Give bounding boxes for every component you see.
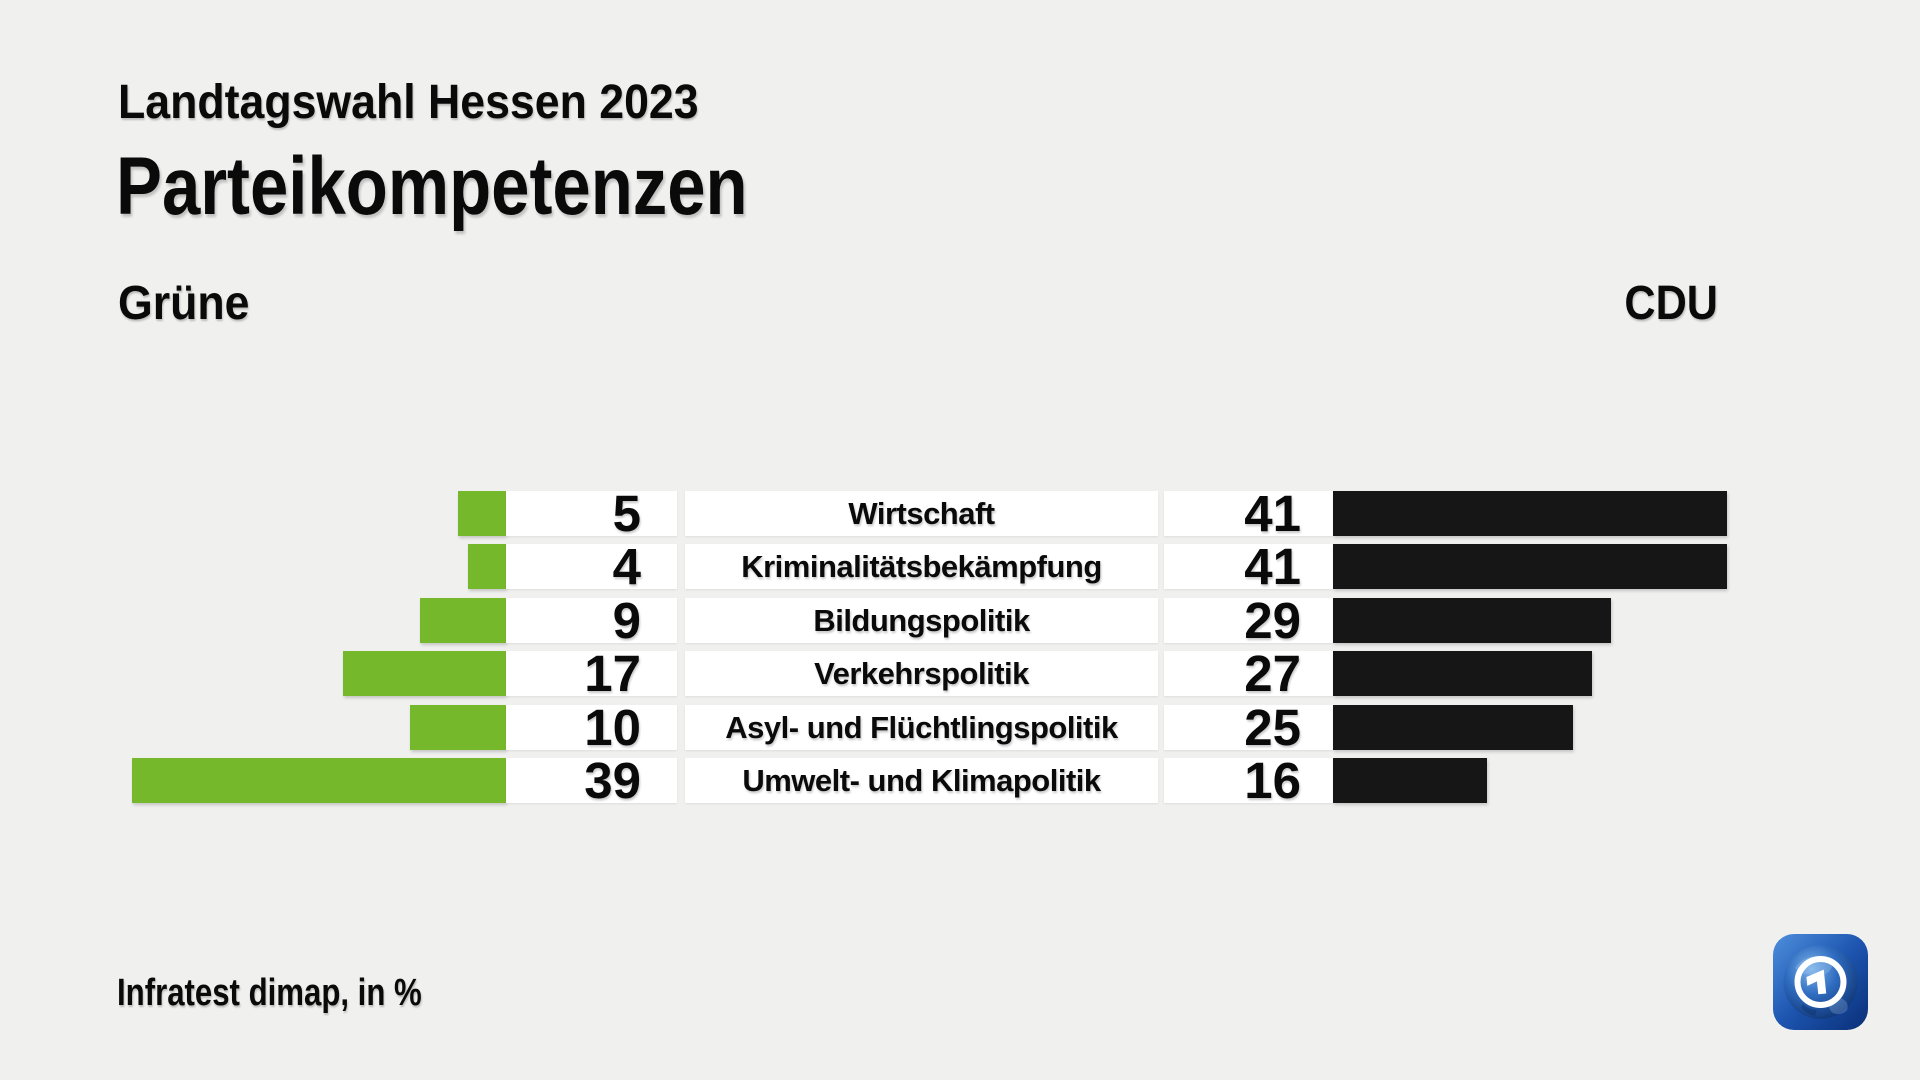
right-value: 41: [1244, 485, 1301, 542]
category-label: Umwelt- und Klimapolitik: [742, 762, 1101, 798]
chart-row: 17 Verkehrspolitik 27: [0, 645, 1920, 703]
category-band: Asyl- und Flüchtlingspolitik: [685, 704, 1158, 750]
chart-row: 10 Asyl- und Flüchtlingspolitik 25: [0, 698, 1920, 756]
bar-left-grüne: [467, 544, 506, 590]
category-band: Verkehrspolitik: [685, 651, 1158, 697]
left-value-band: 9: [506, 591, 677, 649]
bar-right-cdu: [1333, 651, 1593, 697]
right-value: 29: [1244, 591, 1301, 649]
bar-right-cdu: [1333, 597, 1612, 643]
source-note: Infratest dimap, in %: [117, 972, 422, 1014]
right-value-band: 27: [1164, 645, 1333, 703]
legend-right-party: CDU: [1624, 277, 1718, 330]
right-value-band: 41: [1164, 538, 1333, 596]
category-label: Verkehrspolitik: [814, 656, 1029, 692]
category-band: Wirtschaft: [685, 491, 1158, 536]
category-label: Asyl- und Flüchtlingspolitik: [725, 709, 1118, 745]
bar-right-cdu: [1333, 491, 1727, 536]
continent-shape: [1801, 1004, 1817, 1016]
bar-left-grüne: [131, 757, 506, 803]
bar-left-grüne: [419, 597, 506, 643]
chart-row: 5 Wirtschaft 41: [0, 485, 1920, 542]
category-band: Umwelt- und Klimapolitik: [685, 757, 1158, 803]
right-value: 25: [1244, 698, 1301, 756]
category-band: Bildungspolitik: [685, 597, 1158, 643]
right-value: 27: [1244, 645, 1301, 703]
chart-row: 9 Bildungspolitik 29: [0, 591, 1920, 649]
ard-one-icon: [1806, 969, 1827, 995]
right-value: 41: [1244, 538, 1301, 596]
chart-row: 39 Umwelt- und Klimapolitik 16: [0, 751, 1920, 809]
bar-right-cdu: [1333, 544, 1727, 590]
category-band: Kriminalitätsbekämpfung: [685, 544, 1158, 590]
bar-right-cdu: [1333, 757, 1487, 803]
left-value: 5: [612, 485, 641, 542]
left-value: 4: [612, 538, 641, 596]
chart-title: Parteikompetenzen: [116, 141, 748, 232]
left-value-band: 10: [506, 698, 677, 756]
left-value-band: 17: [506, 645, 677, 703]
chart-row: 4 Kriminalitätsbekämpfung 41: [0, 538, 1920, 596]
left-value-band: 4: [506, 538, 677, 596]
category-label: Bildungspolitik: [813, 602, 1030, 638]
category-label: Wirtschaft: [848, 496, 995, 531]
ard-logo: [1773, 934, 1868, 1030]
right-value: 16: [1244, 751, 1301, 809]
right-value-band: 41: [1164, 485, 1333, 542]
bar-left-grüne: [410, 704, 506, 750]
left-value: 10: [584, 698, 641, 756]
logo-ring-icon: [1794, 956, 1847, 1008]
left-value: 17: [584, 645, 641, 703]
bar-left-grüne: [458, 491, 506, 536]
chart-subtitle: Landtagswahl Hessen 2023: [118, 76, 699, 129]
left-value: 9: [612, 591, 641, 649]
left-value: 39: [584, 751, 641, 809]
bar-right-cdu: [1333, 704, 1573, 750]
category-label: Kriminalitätsbekämpfung: [741, 549, 1102, 585]
right-value-band: 29: [1164, 591, 1333, 649]
right-value-band: 16: [1164, 751, 1333, 809]
bar-left-grüne: [342, 651, 506, 697]
legend-left-party: Grüne: [118, 277, 250, 330]
right-value-band: 25: [1164, 698, 1333, 756]
left-value-band: 39: [506, 751, 677, 809]
left-value-band: 5: [506, 485, 677, 542]
chart-rows: 5 Wirtschaft 41 4 Kriminalitätsbekämpfung 41 9…: [0, 485, 1920, 809]
